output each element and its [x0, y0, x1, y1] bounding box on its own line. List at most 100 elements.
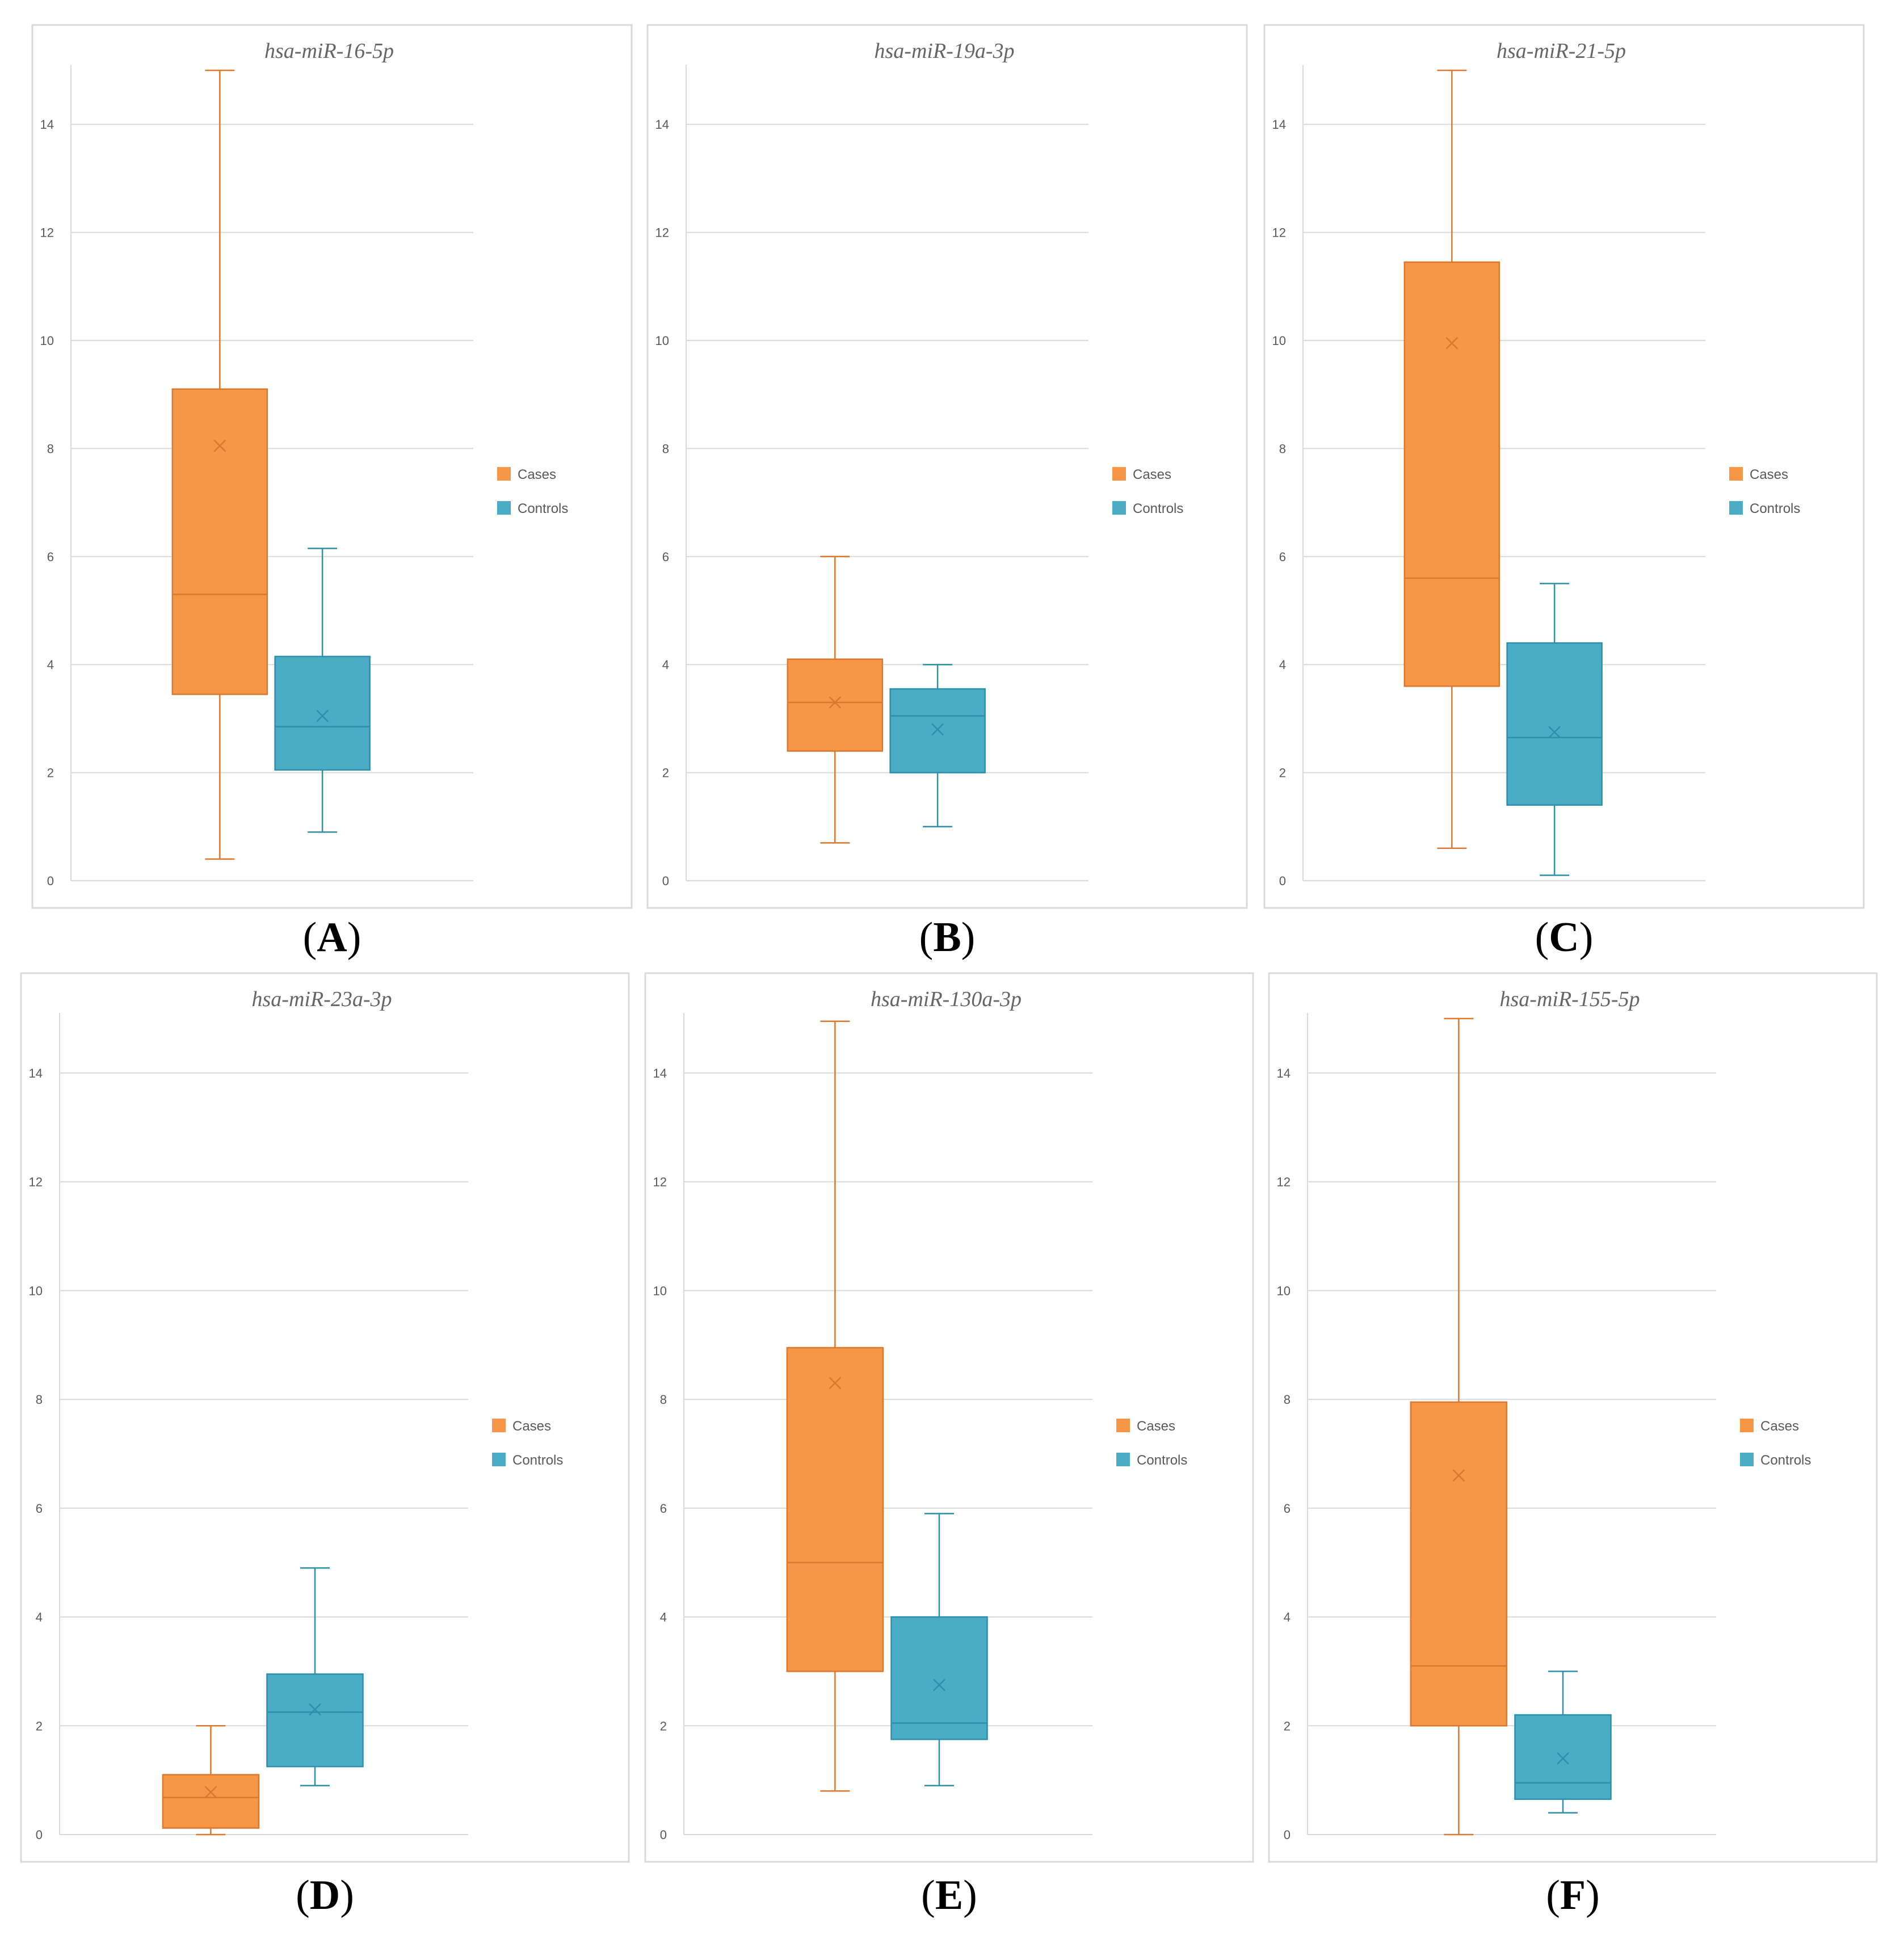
- chart-d-controls-mean-stroke-2: [309, 1703, 321, 1716]
- chart-e-tick-label: 6: [660, 1501, 667, 1516]
- chart-f-controls-mean-stroke-2: [1557, 1752, 1569, 1765]
- chart-f-frame: [1268, 972, 1878, 1863]
- chart-a-cases-mean-stroke-2: [213, 439, 226, 452]
- panel-f: hsa-miR-155-5p 0 2 4 6 8 10 12 14 Cases Controls (…: [1268, 972, 1878, 1935]
- chart-e: hsa-miR-130a-3p 0 2 4 6 8 10 12 14 Cases Controls: [644, 972, 1254, 1863]
- chart-f-tick-label: 12: [1277, 1175, 1291, 1189]
- chart-e-cases-mean-marker: [829, 1377, 842, 1390]
- chart-f-tick-label: 4: [1284, 1610, 1291, 1625]
- chart-b-legend-swatch-controls: [1112, 501, 1126, 515]
- chart-e-legend-swatch-controls: [1116, 1453, 1130, 1466]
- chart-c: hsa-miR-21-5p 0 2 4 6 8 10 12 14 Cases Controls: [1263, 24, 1865, 909]
- chart-d-cases-mean-marker: [204, 1786, 217, 1799]
- chart-a-tick-label: 14: [40, 117, 54, 132]
- chart-a-tick-label: 0: [47, 874, 54, 888]
- chart-e-controls-box: [890, 1616, 988, 1740]
- chart-d-cases-mean-stroke-2: [204, 1786, 217, 1799]
- chart-e-tick-label: 4: [660, 1610, 667, 1625]
- chart-c-tick-label: 12: [1272, 226, 1286, 240]
- chart-f-legend-label-cases: Cases: [1760, 1419, 1799, 1434]
- chart-e-cases-box: [786, 1347, 884, 1672]
- panel-e: hsa-miR-130a-3p 0 2 4 6 8 10 12 14 Cases Controls …: [644, 972, 1254, 1935]
- chart-c-controls-box: [1506, 642, 1603, 806]
- chart-e-legend-swatch-cases: [1116, 1419, 1130, 1432]
- chart-a-frame: [31, 24, 633, 909]
- chart-d-legend-swatch-controls: [492, 1453, 506, 1466]
- panel-letter-f: F: [1560, 1872, 1586, 1919]
- chart-c-cases-box: [1403, 261, 1500, 687]
- chart-f-controls-mean-marker: [1557, 1752, 1569, 1765]
- chart-b: hsa-miR-19a-3p 0 2 4 6 8 10 12 14 Cases Controls: [646, 24, 1248, 909]
- chart-f-cases-box: [1410, 1401, 1508, 1727]
- panel-letter-e: E: [935, 1872, 964, 1919]
- chart-c-legend-swatch-cases: [1729, 467, 1743, 481]
- chart-a-tick-label: 12: [40, 226, 54, 240]
- chart-b-tick-label: 2: [662, 766, 669, 780]
- chart-a-controls-box: [274, 655, 371, 771]
- chart-c-tick-label: 2: [1279, 766, 1286, 780]
- chart-f-tick-label: 2: [1284, 1719, 1291, 1733]
- chart-d-legend-swatch-cases: [492, 1419, 506, 1432]
- chart-f-legend-swatch-controls: [1740, 1453, 1754, 1466]
- panel-b: hsa-miR-19a-3p 0 2 4 6 8 10 12 14 Cases Controls (…: [646, 24, 1248, 988]
- chart-a-cases-mean-marker: [213, 439, 226, 452]
- chart-d-controls-mean-marker: [309, 1703, 321, 1716]
- chart-a-cases-box: [171, 388, 268, 695]
- chart-c-legend-swatch-controls: [1729, 501, 1743, 515]
- chart-e-cases-mean-stroke-2: [829, 1377, 842, 1390]
- chart-d-legend-label-cases: Cases: [512, 1419, 551, 1434]
- chart-d-legend-label-controls: Controls: [512, 1453, 563, 1468]
- chart-e-title: hsa-miR-130a-3p: [871, 987, 1022, 1011]
- panel-letter-b: B: [933, 914, 961, 961]
- chart-a-legend-label-cases: Cases: [518, 467, 556, 482]
- chart-c-legend-label-controls: Controls: [1750, 501, 1800, 516]
- chart-b-tick-label: 14: [655, 117, 669, 132]
- chart-a-tick-label: 2: [47, 766, 54, 780]
- chart-e-tick-label: 14: [653, 1066, 667, 1080]
- chart-d-tick-label: 4: [36, 1610, 43, 1625]
- chart-b-frame: [646, 24, 1248, 909]
- chart-b-cases-mean-stroke-2: [829, 696, 842, 709]
- chart-b-tick-label: 12: [655, 226, 669, 240]
- chart-b-legend-label-controls: Controls: [1133, 501, 1183, 516]
- panel-letter-d: D: [309, 1872, 341, 1919]
- chart-a-tick-label: 6: [47, 550, 54, 564]
- chart-d-controls-box: [266, 1673, 364, 1768]
- chart-c-controls-mean-stroke-2: [1548, 726, 1561, 739]
- chart-a-legend-swatch-cases: [497, 467, 511, 481]
- chart-a-legend-swatch-controls: [497, 501, 511, 515]
- chart-a-tick-label: 8: [47, 441, 54, 456]
- chart-f-tick-label: 6: [1284, 1501, 1291, 1516]
- chart-a-title: hsa-miR-16-5p: [264, 39, 394, 63]
- chart-d-title: hsa-miR-23a-3p: [252, 987, 392, 1011]
- chart-c-tick-label: 0: [1279, 874, 1286, 888]
- chart-f-controls-box: [1514, 1714, 1612, 1800]
- chart-b-legend-label-cases: Cases: [1133, 467, 1171, 482]
- chart-e-controls-mean-stroke-2: [933, 1679, 945, 1692]
- chart-a-controls-mean-marker: [316, 709, 329, 722]
- chart-d-tick-label: 0: [36, 1828, 43, 1842]
- chart-f-tick-label: 14: [1277, 1066, 1291, 1080]
- panel-label-d: (D): [296, 1872, 354, 1919]
- panel-c: hsa-miR-21-5p 0 2 4 6 8 10 12 14 Cases Controls (C…: [1263, 24, 1865, 988]
- chart-e-tick-label: 0: [660, 1828, 667, 1842]
- chart-e-controls-mean-marker: [933, 1679, 945, 1692]
- chart-b-tick-label: 4: [662, 658, 669, 672]
- chart-b-tick-label: 6: [662, 550, 669, 564]
- chart-e-legend-label-controls: Controls: [1137, 1453, 1187, 1468]
- panel-d: hsa-miR-23a-3p 0 2 4 6 8 10 12 14 Cases Controls (…: [20, 972, 630, 1935]
- chart-f-legend-swatch-cases: [1740, 1419, 1754, 1432]
- chart-d-tick-label: 12: [29, 1175, 43, 1189]
- chart-e-tick-label: 12: [653, 1175, 667, 1189]
- chart-e-tick-label: 10: [653, 1284, 667, 1298]
- chart-d: hsa-miR-23a-3p 0 2 4 6 8 10 12 14 Cases Controls: [20, 972, 630, 1863]
- chart-d-tick-label: 6: [36, 1501, 43, 1516]
- chart-c-controls-mean-marker: [1548, 726, 1561, 739]
- chart-b-controls-box: [889, 688, 986, 773]
- chart-c-tick-label: 8: [1279, 441, 1286, 456]
- chart-b-cases-box: [787, 658, 884, 752]
- chart-f-cases-mean-marker: [1452, 1469, 1465, 1482]
- chart-c-tick-label: 14: [1272, 117, 1286, 132]
- chart-b-controls-mean-marker: [931, 723, 944, 736]
- panel-label-f: (F): [1546, 1872, 1600, 1919]
